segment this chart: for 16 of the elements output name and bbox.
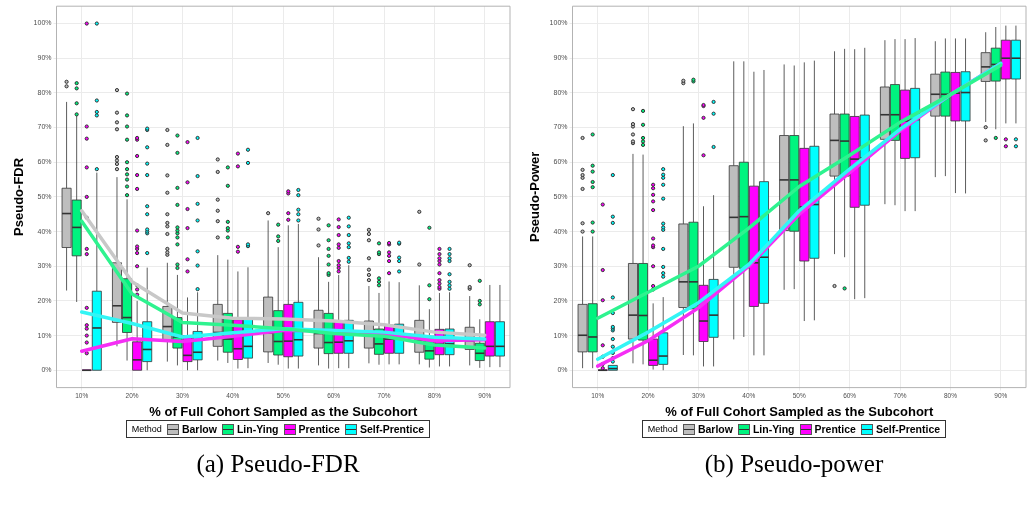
legend-title: Method <box>131 424 162 434</box>
legend-label: Self-Prentice <box>875 423 941 435</box>
legend-title: Method <box>647 424 678 434</box>
x-axis-title: % of Full Cohort Sampled as the Subcohort <box>665 403 934 419</box>
text: (b) Pseudo-power <box>704 450 884 478</box>
legend-label: Lin-Ying <box>236 423 279 435</box>
legend-label: Self-Prentice <box>359 423 425 435</box>
legend-label: Prentice <box>298 423 340 435</box>
x-axis-title: % of Full Cohort Sampled as the Subcohort <box>149 403 418 419</box>
text: (a) Pseudo-FDR <box>196 450 360 478</box>
y-axis-title: Pseudo-FDR <box>11 157 27 236</box>
y-axis-title: Pseudo-Power <box>527 151 543 243</box>
legend-label: Barlow <box>181 423 217 435</box>
legend-label: Barlow <box>697 423 733 435</box>
legend-label: Prentice <box>814 423 856 435</box>
legend-label: Lin-Ying <box>752 423 795 435</box>
